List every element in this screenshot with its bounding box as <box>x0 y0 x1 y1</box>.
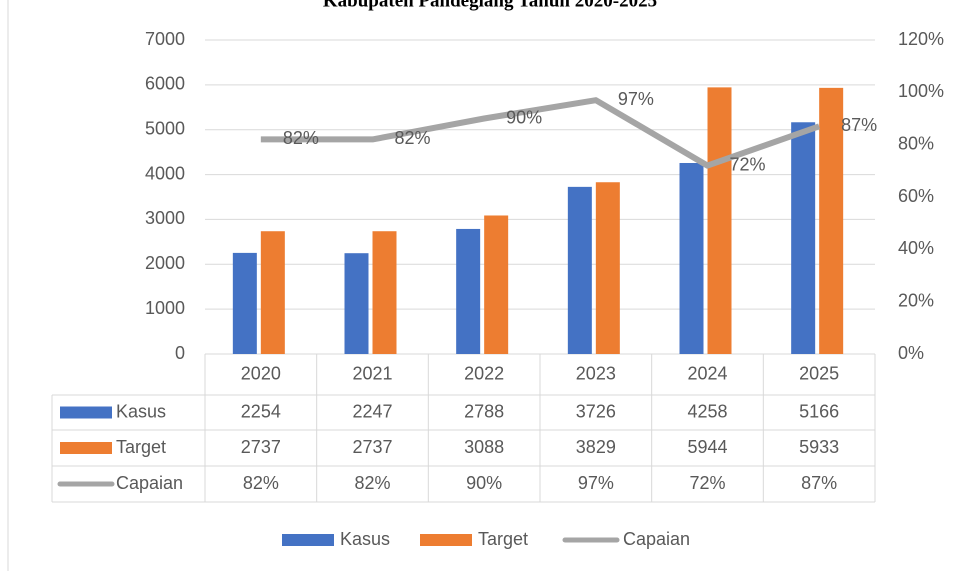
legend-key <box>420 534 472 546</box>
data-label: 82% <box>283 128 319 148</box>
bar <box>372 231 397 354</box>
data-label: 97% <box>618 89 654 109</box>
bar <box>567 186 592 354</box>
table-cell: 90% <box>466 473 502 493</box>
x-tick-label: 2022 <box>464 363 504 383</box>
table-cell: 2247 <box>352 401 392 421</box>
legend-label: Target <box>478 529 528 549</box>
table-cell: 97% <box>578 473 614 493</box>
y2-tick-label: 80% <box>898 133 934 153</box>
bar <box>819 87 844 354</box>
table-cell: 5933 <box>799 437 839 457</box>
y2-tick-label: 20% <box>898 290 934 310</box>
y-tick-label: 2000 <box>145 253 185 273</box>
bar <box>260 231 285 354</box>
bar <box>679 162 704 354</box>
y2-tick-label: 100% <box>898 81 944 101</box>
bar <box>232 252 257 354</box>
table-cell: 3829 <box>576 437 616 457</box>
x-tick-label: 2025 <box>799 363 839 383</box>
y2-tick-label: 0% <box>898 343 924 363</box>
data-label: 90% <box>506 107 542 127</box>
y2-tick-label: 60% <box>898 186 934 206</box>
data-label: 72% <box>729 154 765 174</box>
table-cell: 3726 <box>576 401 616 421</box>
table-row-label: Kasus <box>116 401 166 421</box>
chart-title: Kabupaten Pandeglang Tahun 2020-2025 <box>323 0 657 11</box>
bar <box>707 87 732 354</box>
y-tick-label: 4000 <box>145 163 185 183</box>
x-tick-label: 2024 <box>687 363 727 383</box>
table-legend-key <box>60 442 112 454</box>
y-tick-label: 7000 <box>145 29 185 49</box>
line <box>260 97 821 169</box>
table-row-label: Target <box>116 437 166 457</box>
table-cell: 82% <box>243 473 279 493</box>
legend-label: Capaian <box>623 529 690 549</box>
table-cell: 2254 <box>241 401 281 421</box>
bar <box>791 122 816 354</box>
data-label: 87% <box>841 115 877 135</box>
bar <box>456 228 481 354</box>
table-cell: 2788 <box>464 401 504 421</box>
table-cell: 87% <box>801 473 837 493</box>
table-cell: 4258 <box>687 401 727 421</box>
table-row-label: Capaian <box>116 473 183 493</box>
y-tick-label: 6000 <box>145 74 185 94</box>
y-tick-label: 0 <box>175 343 185 363</box>
table-cell: 2737 <box>352 437 392 457</box>
x-tick-label: 2021 <box>352 363 392 383</box>
table-cell: 5166 <box>799 401 839 421</box>
table-cell: 3088 <box>464 437 504 457</box>
table-legend-key <box>60 406 112 419</box>
y-tick-label: 5000 <box>145 118 185 138</box>
legend-label: Kasus <box>340 529 390 549</box>
data-label: 82% <box>394 128 430 148</box>
y-tick-label: 1000 <box>145 298 185 318</box>
table-cell: 82% <box>354 473 390 493</box>
table-cell: 2737 <box>241 437 281 457</box>
bar <box>595 182 620 354</box>
table-cell: 5944 <box>687 437 727 457</box>
bar <box>484 215 509 354</box>
y2-tick-label: 120% <box>898 29 944 49</box>
x-tick-label: 2020 <box>241 363 281 383</box>
bar <box>344 253 369 354</box>
y2-tick-label: 40% <box>898 238 934 258</box>
y-tick-label: 3000 <box>145 208 185 228</box>
table-cell: 72% <box>689 473 725 493</box>
legend-key <box>282 534 334 546</box>
x-tick-label: 2023 <box>576 363 616 383</box>
